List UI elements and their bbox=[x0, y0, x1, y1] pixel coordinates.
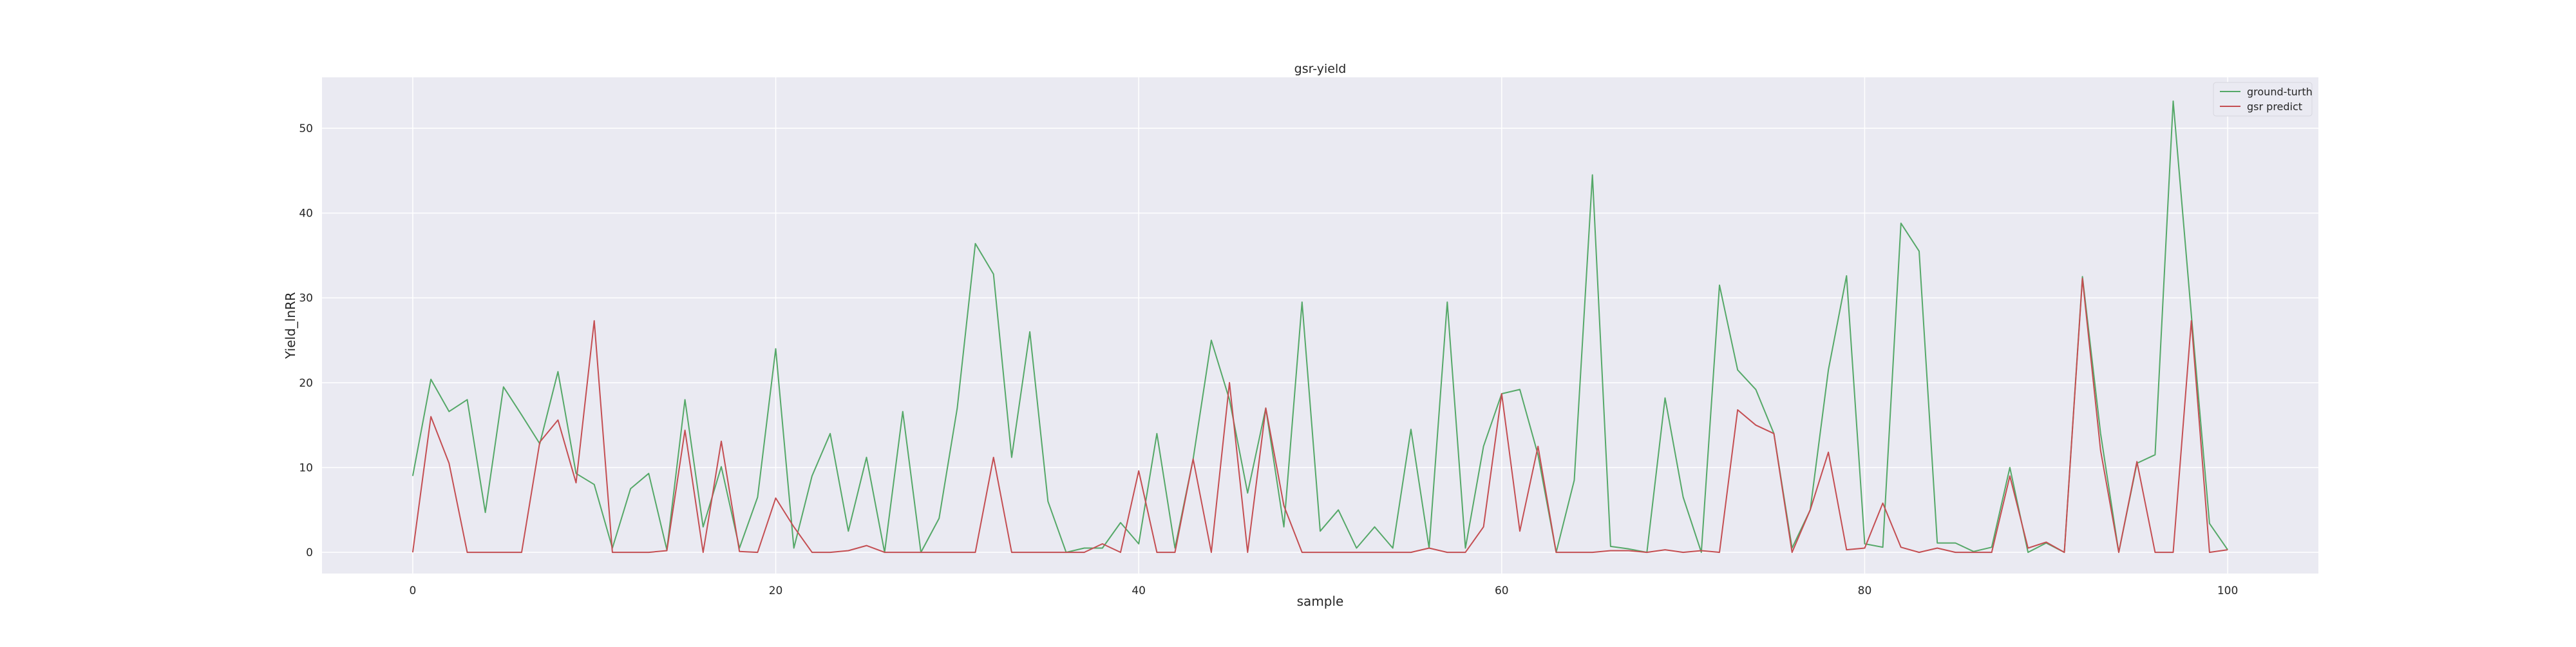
series-line-gsr-predict bbox=[412, 277, 2228, 554]
legend: ground-turth gsr predict bbox=[2213, 82, 2313, 117]
series-lines bbox=[412, 100, 2228, 554]
x-tick-labels: 0 20 40 60 80 100 bbox=[409, 584, 2238, 597]
x-tick-label: 40 bbox=[1132, 584, 1146, 597]
plot-background bbox=[322, 77, 2318, 574]
x-tick-label: 60 bbox=[1495, 584, 1509, 597]
y-axis-label: Yield_lnRR bbox=[283, 292, 298, 360]
x-tick-label: 0 bbox=[409, 584, 416, 597]
x-tick-label: 80 bbox=[1858, 584, 1872, 597]
y-tick-label: 20 bbox=[299, 377, 313, 390]
x-axis-label: sample bbox=[1297, 594, 1344, 609]
y-tick-labels: 0 10 20 30 40 50 bbox=[299, 122, 313, 559]
y-tick-label: 30 bbox=[299, 292, 313, 305]
y-tick-label: 40 bbox=[299, 208, 313, 220]
chart-title: gsr-yield bbox=[1294, 62, 1347, 76]
x-tick-label: 100 bbox=[2217, 584, 2238, 597]
y-tick-label: 50 bbox=[299, 122, 313, 135]
legend-label-gsr-predict: gsr predict bbox=[2247, 101, 2302, 113]
y-tick-label: 10 bbox=[299, 461, 313, 474]
x-tick-label: 20 bbox=[769, 584, 783, 597]
legend-label-ground-turth: ground-turth bbox=[2247, 86, 2313, 98]
y-tick-label: 0 bbox=[306, 546, 313, 559]
series-line-ground-turth bbox=[412, 100, 2228, 554]
